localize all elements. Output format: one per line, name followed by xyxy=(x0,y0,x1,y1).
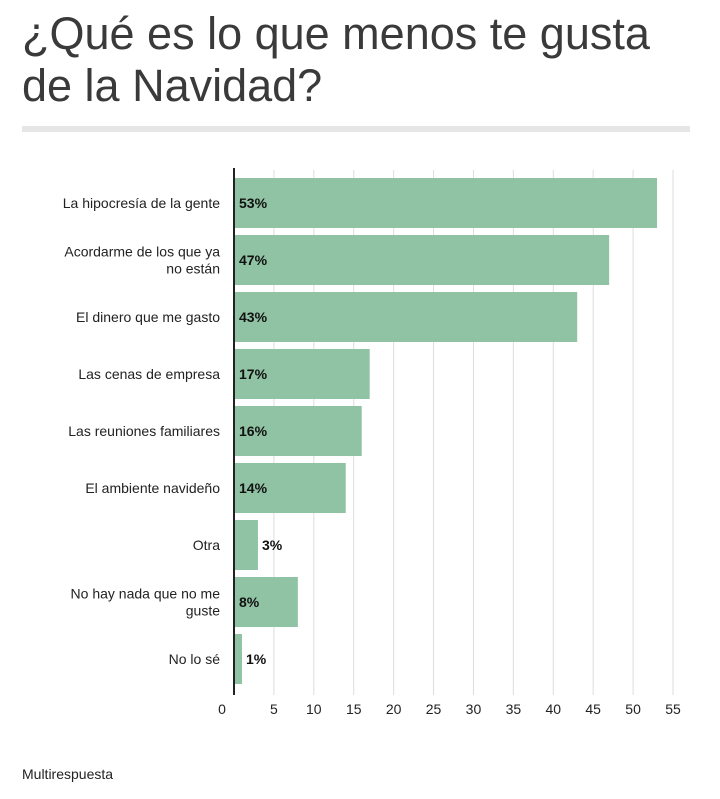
data-label: 43% xyxy=(239,309,268,325)
category-label: No hay nada que no me guste xyxy=(71,586,221,619)
x-tick-label: 50 xyxy=(625,701,641,717)
bar xyxy=(234,520,258,570)
bar xyxy=(234,406,362,456)
data-label: 17% xyxy=(239,366,268,382)
category-label: El dinero que me gasto xyxy=(76,309,220,325)
bar xyxy=(234,292,578,342)
category-label: Acordarme de los que ya no están xyxy=(64,244,220,277)
bar xyxy=(234,178,658,228)
bar xyxy=(234,235,610,285)
bar-chart: 0 5 10 15 20 25 30 35 40 45 50 55 53% La hipocresía d… xyxy=(63,168,681,717)
bar xyxy=(234,349,370,399)
x-tick-label: 25 xyxy=(426,701,442,717)
x-tick-label: 20 xyxy=(386,701,402,717)
data-label: 8% xyxy=(239,594,260,610)
title-divider xyxy=(22,126,690,132)
bar xyxy=(234,577,298,627)
x-tick-label: 35 xyxy=(506,701,522,717)
category-label: Las reuniones familiares xyxy=(68,423,220,439)
data-label: 14% xyxy=(239,480,268,496)
bar xyxy=(234,463,346,513)
data-label: 47% xyxy=(239,252,268,268)
x-tick-label: 10 xyxy=(306,701,322,717)
x-tick-label: 30 xyxy=(466,701,482,717)
x-tick-label: 55 xyxy=(665,701,681,717)
footnote: Multirespuesta xyxy=(22,766,114,782)
category-label: Otra xyxy=(193,537,220,553)
category-label: Las cenas de empresa xyxy=(78,366,220,382)
category-label: La hipocresía de la gente xyxy=(63,195,220,211)
x-tick-label: 5 xyxy=(270,701,278,717)
x-tick-label: 45 xyxy=(585,701,601,717)
category-label: El ambiente navideño xyxy=(85,480,220,496)
chart-title: ¿Qué es lo que menos te gusta de la Navi… xyxy=(22,8,650,111)
bar xyxy=(234,634,242,684)
x-tick-label: 0 xyxy=(218,701,226,717)
data-label: 16% xyxy=(239,423,268,439)
data-label: 53% xyxy=(239,195,268,211)
x-tick-label: 15 xyxy=(346,701,362,717)
data-label: 3% xyxy=(262,537,283,553)
x-tick-label: 40 xyxy=(545,701,561,717)
data-label: 1% xyxy=(246,651,267,667)
category-label: No lo sé xyxy=(169,651,221,667)
